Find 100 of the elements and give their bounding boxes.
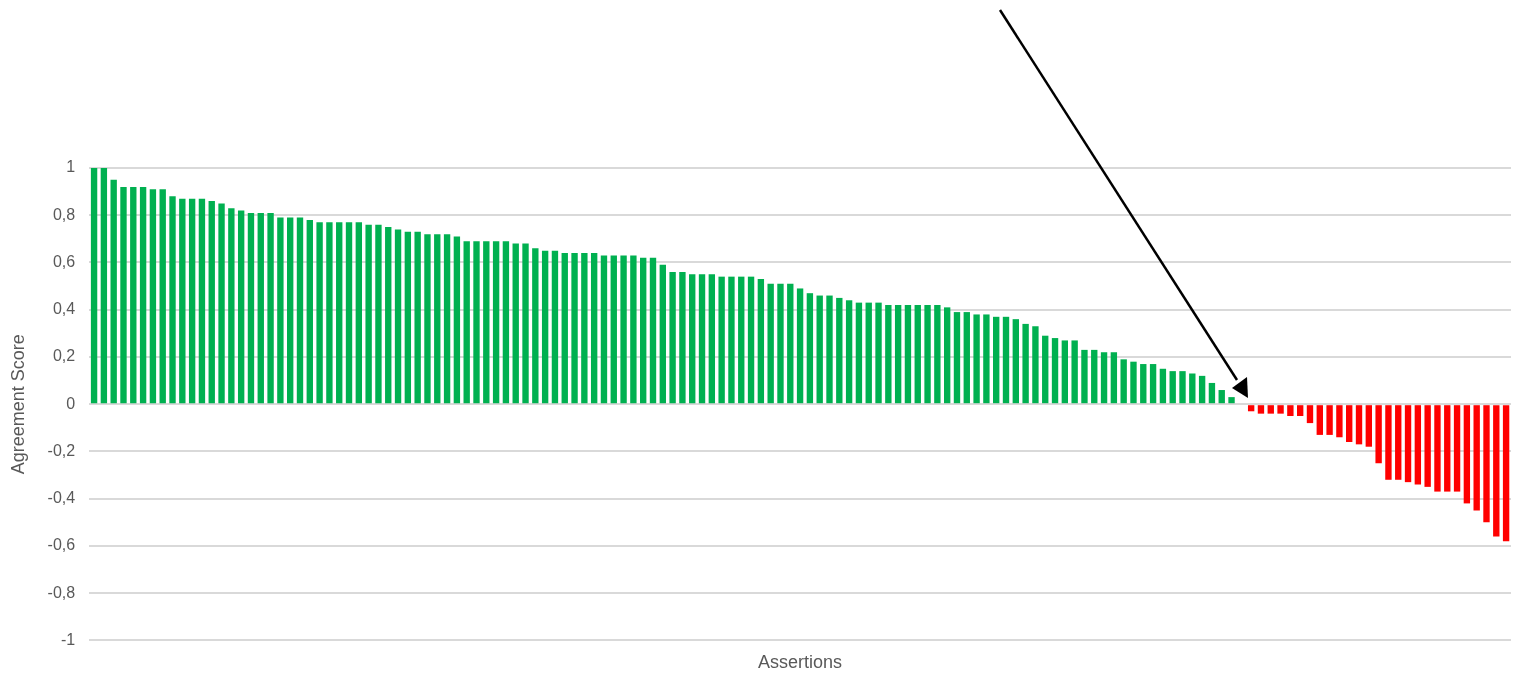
y-tick-label: 0,6 — [52, 252, 76, 270]
bar — [296, 217, 304, 404]
bar — [1336, 405, 1343, 438]
bar — [679, 271, 686, 404]
bar — [473, 241, 480, 404]
bar — [1247, 405, 1255, 412]
bar — [149, 189, 157, 404]
bar — [845, 300, 853, 404]
bar — [1130, 361, 1137, 404]
bar — [1375, 405, 1382, 464]
bar — [492, 241, 500, 404]
bar — [100, 168, 108, 404]
bar — [757, 279, 765, 404]
bar — [914, 305, 921, 404]
y-tick-label: -0,4 — [47, 489, 76, 507]
bar — [110, 179, 117, 404]
y-tick-label: -0,8 — [47, 583, 76, 601]
bar — [179, 198, 186, 404]
bar — [1414, 405, 1422, 485]
bar — [1100, 352, 1108, 404]
bar — [836, 297, 843, 404]
bar — [983, 314, 990, 404]
bar — [590, 253, 598, 404]
bar — [1365, 405, 1372, 447]
bar — [159, 189, 166, 404]
bar — [394, 229, 402, 404]
bar — [1453, 405, 1461, 492]
y-tick-label: 0,4 — [52, 300, 76, 318]
bar — [247, 212, 255, 404]
bar — [718, 276, 725, 404]
bar — [1326, 405, 1333, 435]
bar — [571, 253, 578, 404]
y-tick-label: 0 — [66, 394, 76, 412]
bar — [198, 198, 206, 404]
bar — [885, 305, 892, 404]
bar — [208, 201, 215, 404]
bar — [875, 302, 882, 404]
bar — [738, 276, 745, 404]
bar — [237, 210, 245, 404]
bar — [953, 312, 961, 404]
bar — [532, 248, 539, 404]
bar — [689, 274, 696, 404]
bar — [1355, 405, 1363, 445]
bar — [1042, 335, 1049, 404]
bar — [1444, 405, 1451, 492]
bar — [316, 222, 323, 404]
y-tick-label: 1 — [66, 158, 76, 176]
bar — [806, 293, 814, 404]
bar — [345, 222, 353, 404]
bar — [1140, 364, 1147, 404]
bar — [130, 186, 137, 404]
bar — [630, 255, 637, 404]
bar — [1198, 375, 1206, 404]
bar — [1179, 371, 1186, 404]
bar — [1159, 368, 1167, 404]
bar — [728, 276, 735, 404]
bar — [1287, 405, 1294, 417]
bar — [1051, 338, 1059, 404]
bar — [541, 250, 549, 404]
bar — [120, 186, 127, 404]
bar — [1002, 316, 1010, 404]
bar — [640, 257, 647, 404]
bar — [610, 255, 617, 404]
bar — [169, 196, 176, 404]
bar — [600, 255, 608, 404]
bar — [1424, 405, 1431, 487]
bar — [1228, 397, 1235, 404]
bar — [649, 257, 657, 404]
bar — [326, 222, 333, 404]
bar — [787, 283, 794, 404]
bar — [581, 253, 588, 404]
bar — [188, 198, 196, 404]
bar — [904, 305, 912, 404]
bar — [796, 288, 804, 404]
bar — [483, 241, 490, 404]
bar — [1316, 405, 1323, 435]
x-axis-title: Assertions — [758, 652, 843, 673]
bar — [777, 283, 784, 404]
bar — [1032, 326, 1039, 404]
bar — [1189, 373, 1196, 404]
y-tick-label: 0,2 — [52, 347, 76, 365]
bar — [963, 312, 970, 404]
y-tick-label: -0,6 — [47, 536, 76, 554]
bar — [973, 314, 980, 404]
bar — [865, 302, 872, 404]
bar — [1306, 405, 1314, 424]
bar — [934, 305, 941, 404]
bar — [404, 231, 412, 404]
bar — [453, 236, 461, 404]
bar — [659, 264, 666, 404]
bar — [1091, 349, 1098, 404]
bar — [669, 271, 676, 404]
bar — [1296, 405, 1304, 417]
bar — [502, 241, 510, 404]
bar — [90, 168, 98, 404]
bar — [218, 203, 225, 404]
bar — [1434, 405, 1441, 492]
bar — [1149, 364, 1157, 404]
bar — [434, 234, 441, 404]
bar — [522, 243, 529, 404]
